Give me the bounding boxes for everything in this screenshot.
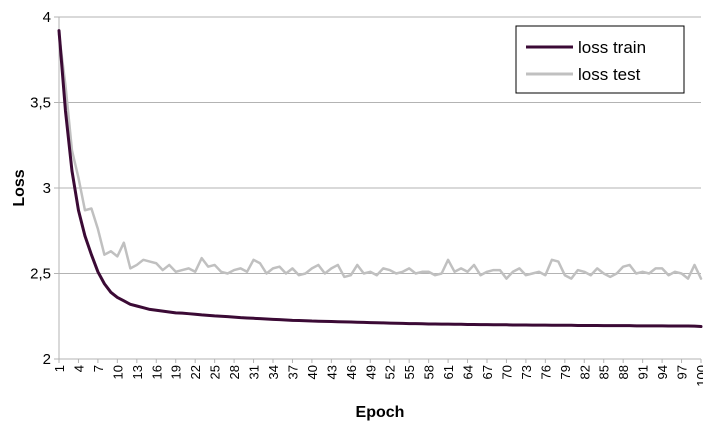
x-tick-label: 97 (675, 365, 690, 379)
x-tick-label: 10 (110, 365, 125, 379)
x-tick-label: 49 (363, 365, 378, 379)
x-tick-label: 91 (636, 365, 651, 379)
x-tick-label: 58 (422, 365, 437, 379)
y-tick-label: 3,5 (30, 95, 51, 112)
series-lines (57, 29, 703, 329)
x-tick-label: 4 (71, 365, 86, 372)
legend: loss train loss test (515, 25, 685, 94)
x-tick-label: 55 (402, 365, 417, 379)
x-tick-label: 46 (344, 365, 359, 379)
y-tick-labels: 2 2,5 3 3,5 4 (30, 9, 51, 368)
y-tick-label: 4 (43, 9, 51, 26)
x-axis-title: Epoch (356, 404, 405, 421)
x-tick-label: 7 (91, 365, 106, 372)
x-tick-label: 67 (480, 365, 495, 379)
x-tick-label: 70 (499, 365, 514, 379)
x-tick-label: 16 (149, 365, 164, 379)
x-tick-label: 52 (383, 365, 398, 379)
x-tick-label: 28 (227, 365, 242, 379)
x-tick-labels: 1 4 7 10 13 16 19 22 25 28 31 34 37 40 43 46 49 52 55 58 61 6… (52, 359, 703, 387)
x-tick-label: 61 (441, 365, 456, 379)
x-tick-label: 37 (285, 365, 300, 379)
series-line-loss-train (57, 29, 703, 329)
y-axis-title: Loss (11, 169, 28, 206)
series-line-loss-test (57, 32, 703, 280)
x-tick-label: 94 (655, 365, 670, 379)
x-tick-label: 82 (577, 365, 592, 379)
x-tick-label: 1 (52, 365, 67, 372)
x-tick-label: 13 (130, 365, 145, 379)
legend-label-loss-train: loss train (578, 38, 646, 57)
x-tick-label: 85 (597, 365, 612, 379)
axes (58, 17, 701, 360)
x-tick-label: 79 (558, 365, 573, 379)
x-tick-label: 88 (616, 365, 631, 379)
x-tick-label: 34 (266, 365, 281, 379)
x-tick-label: 76 (538, 365, 553, 379)
x-tick-label: 40 (305, 365, 320, 379)
x-tick-label: 19 (169, 365, 184, 379)
legend-label-loss-test: loss test (578, 65, 641, 84)
x-tick-label: 64 (461, 365, 476, 379)
x-tick-label: 25 (208, 365, 223, 379)
x-tick-label: 22 (188, 365, 203, 379)
x-tick-label: 31 (247, 365, 262, 379)
y-tick-label: 2,5 (30, 266, 51, 283)
legend-box (515, 25, 685, 94)
x-tick-label: 100 (694, 365, 703, 387)
x-tick-label: 43 (324, 365, 339, 379)
y-tick-label: 2 (43, 351, 51, 368)
x-tick-label: 73 (519, 365, 534, 379)
y-tick-label: 3 (43, 180, 51, 197)
